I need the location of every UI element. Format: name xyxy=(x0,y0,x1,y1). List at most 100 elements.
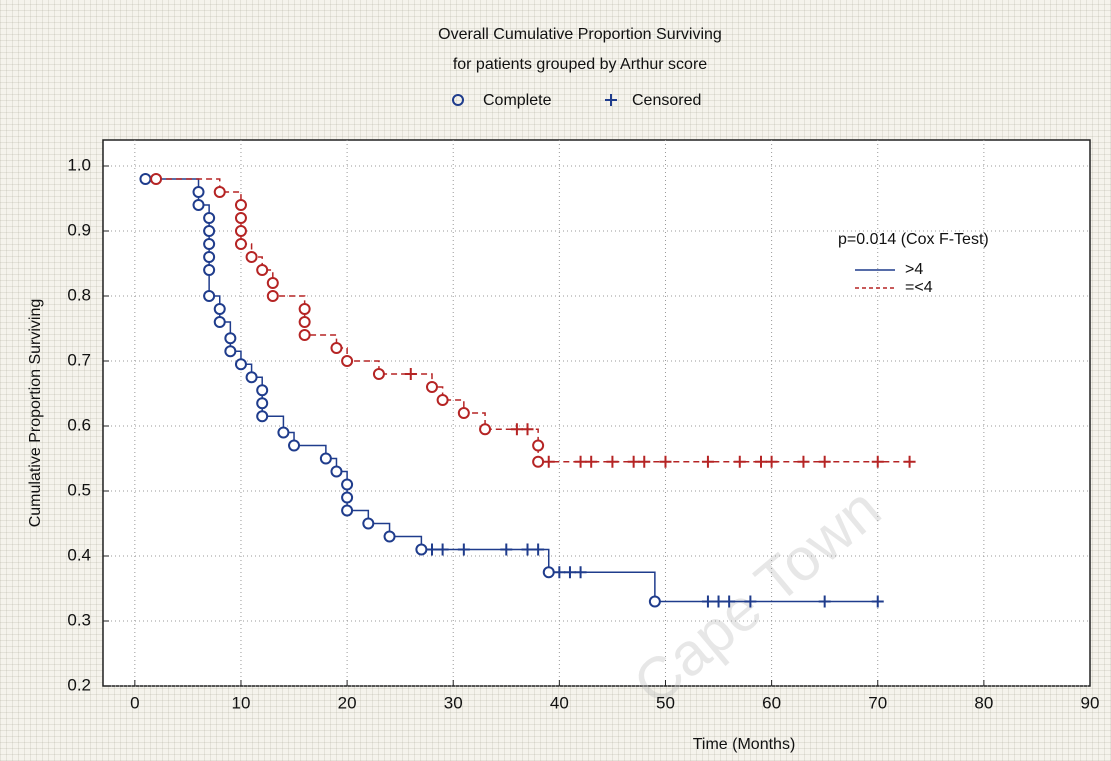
complete-marker xyxy=(341,491,354,504)
complete-marker xyxy=(192,186,205,198)
complete-marker xyxy=(266,277,279,289)
complete-marker xyxy=(341,478,354,491)
censored-marker xyxy=(542,455,555,468)
complete-marker xyxy=(288,439,301,452)
x-tick-label: 80 xyxy=(974,693,993,712)
complete-marker xyxy=(203,264,216,276)
y-tick-label: 0.3 xyxy=(67,610,91,629)
x-tick-label: 60 xyxy=(762,693,781,712)
complete-symbol xyxy=(452,94,464,106)
complete-marker xyxy=(234,225,247,237)
censored-marker xyxy=(521,543,534,556)
censored-marker xyxy=(797,455,810,468)
complete-marker xyxy=(256,384,269,397)
censored-symbol xyxy=(605,94,617,106)
complete-marker xyxy=(362,517,375,530)
censored-marker xyxy=(744,595,757,608)
complete-marker xyxy=(266,290,279,302)
y-tick-label: 0.6 xyxy=(67,415,91,434)
censored-marker xyxy=(733,455,746,468)
y-tick-label: 0.9 xyxy=(67,220,91,239)
plot-area xyxy=(102,139,1091,687)
censored-marker xyxy=(563,566,576,579)
censored-marker xyxy=(532,543,545,556)
censored-marker xyxy=(426,543,438,556)
x-tick-label: 0 xyxy=(130,693,139,712)
y-tick-label: 0.2 xyxy=(67,675,91,694)
y-tick-label: 0.8 xyxy=(67,285,91,304)
complete-marker xyxy=(330,342,343,354)
censored-marker xyxy=(457,543,470,556)
complete-marker xyxy=(256,397,269,410)
complete-marker xyxy=(532,439,545,452)
censored-marker xyxy=(606,455,619,468)
x-tick-label: 30 xyxy=(444,693,463,712)
complete-marker xyxy=(532,455,545,468)
complete-marker xyxy=(426,381,438,393)
complete-marker xyxy=(192,199,205,211)
complete-marker xyxy=(245,251,258,263)
complete-marker xyxy=(150,173,163,185)
complete-marker xyxy=(457,407,470,419)
censored-marker xyxy=(436,543,449,556)
legend-label: =<4 xyxy=(905,279,933,296)
censored-marker xyxy=(818,455,831,468)
complete-marker xyxy=(436,394,449,406)
complete-marker xyxy=(213,316,226,328)
censored-marker xyxy=(574,455,587,468)
censored-marker xyxy=(903,455,916,468)
censored-marker xyxy=(818,595,831,608)
complete-marker xyxy=(319,452,332,465)
complete-marker xyxy=(203,290,216,302)
censored-marker xyxy=(638,455,651,468)
censored-marker xyxy=(500,543,513,556)
y-tick-label: 0.5 xyxy=(67,480,91,499)
complete-marker xyxy=(213,303,226,315)
complete-marker xyxy=(224,332,237,345)
legend-complete: Complete xyxy=(483,92,552,109)
complete-marker xyxy=(298,329,311,341)
x-tick-label: 20 xyxy=(338,693,357,712)
censored-marker xyxy=(871,595,884,608)
complete-marker xyxy=(479,423,492,436)
complete-marker xyxy=(234,199,247,211)
censored-marker xyxy=(659,455,672,468)
x-tick-label: 50 xyxy=(656,693,675,712)
censored-marker xyxy=(510,423,523,436)
censored-marker xyxy=(553,566,566,579)
complete-marker xyxy=(415,543,428,556)
x-tick-label: 10 xyxy=(232,693,251,712)
complete-marker xyxy=(203,225,216,237)
x-tick-label: 90 xyxy=(1081,693,1100,712)
complete-marker xyxy=(372,368,385,380)
annotation: p=0.014 (Cox F-Test) xyxy=(838,231,989,248)
complete-marker xyxy=(256,264,269,276)
complete-marker xyxy=(203,212,216,224)
complete-marker xyxy=(234,212,247,224)
legend-censored: Censored xyxy=(632,92,701,109)
censored-marker xyxy=(585,455,598,468)
complete-marker xyxy=(139,173,152,185)
complete-marker xyxy=(341,355,354,367)
complete-marker xyxy=(330,465,343,478)
complete-marker xyxy=(234,358,247,371)
y-tick-label: 0.4 xyxy=(67,545,91,564)
complete-marker xyxy=(298,316,311,328)
censored-marker xyxy=(404,368,417,380)
legend-label: >4 xyxy=(905,261,923,278)
complete-marker xyxy=(234,238,247,250)
censored-marker xyxy=(723,595,736,608)
complete-marker xyxy=(224,345,237,358)
censored-marker xyxy=(701,455,714,468)
complete-marker xyxy=(203,251,216,263)
censored-marker xyxy=(755,455,767,468)
complete-marker xyxy=(245,371,258,384)
complete-marker xyxy=(648,595,661,608)
chart-title: Overall Cumulative Proportion Surviving xyxy=(438,26,722,43)
y-axis-label: Cumulative Proportion Surviving xyxy=(27,299,44,528)
censored-marker xyxy=(574,566,587,579)
y-tick-label: 1.0 xyxy=(67,155,91,174)
chart-subtitle: for patients grouped by Arthur score xyxy=(453,56,707,73)
censored-marker xyxy=(871,455,884,468)
